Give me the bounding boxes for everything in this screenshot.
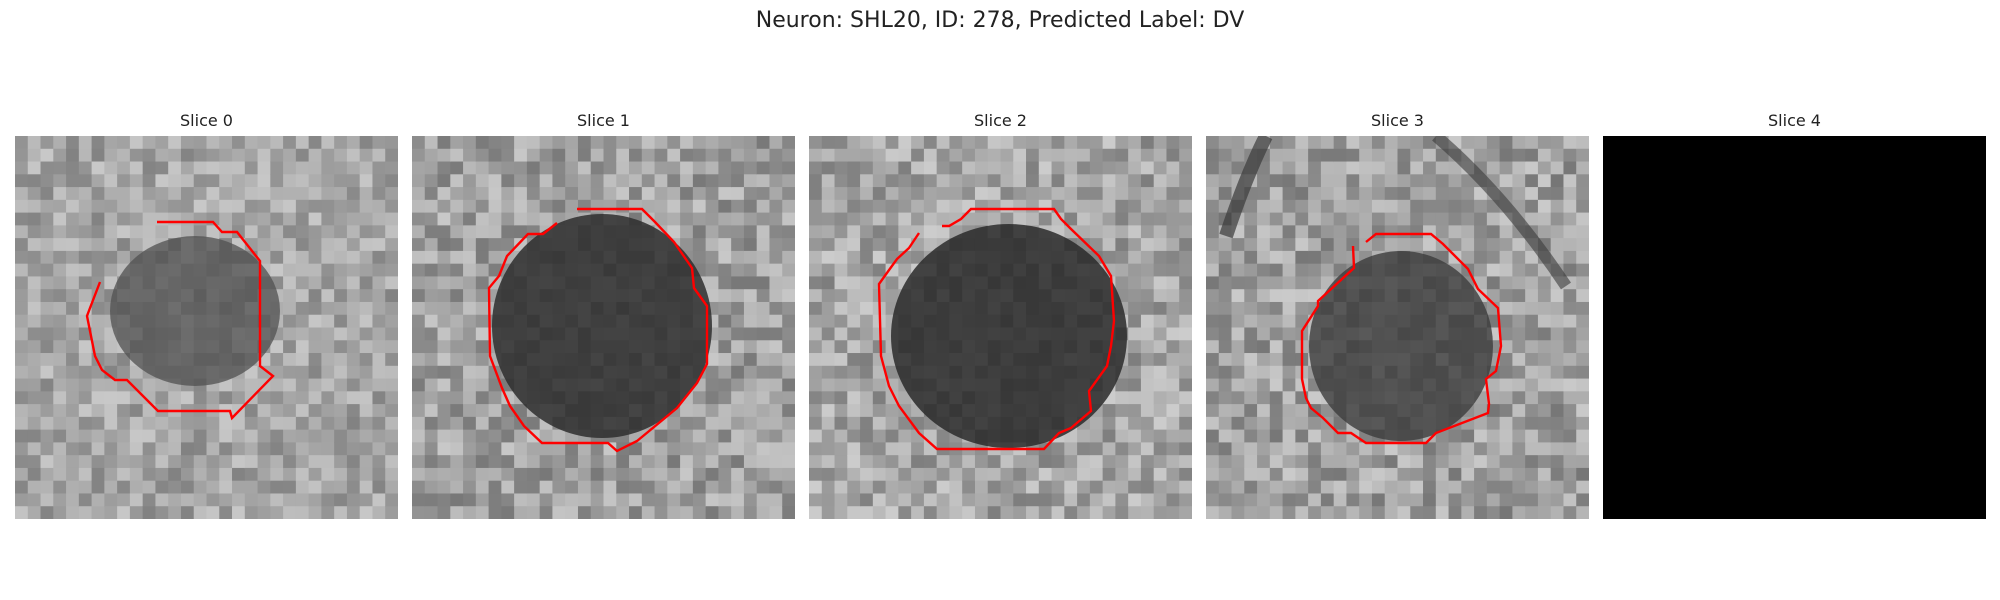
slice-image-3 (1206, 136, 1589, 519)
cell-body-2 (891, 224, 1127, 448)
slice-texture-0 (15, 136, 398, 519)
cell-contour-1 (487, 207, 709, 453)
cell-body-3 (1309, 251, 1493, 441)
cell-body-1 (492, 214, 712, 438)
slice-panel-2: Slice 2 (809, 110, 1192, 519)
figure-title: Neuron: SHL20, ID: 278, Predicted Label:… (755, 8, 1245, 33)
slice-texture-3 (1206, 136, 1589, 519)
slice-title-3: Slice 3 (1371, 111, 1424, 130)
vessel-shadow-b (1432, 136, 1571, 290)
slice-image-4 (1603, 136, 1986, 519)
slice-panel-3: Slice 3 (1206, 110, 1589, 519)
cell-contour-2 (877, 207, 1116, 451)
cell-contour-3 (1300, 232, 1503, 445)
cell-body-0 (110, 236, 280, 386)
slice-title-1: Slice 1 (577, 111, 630, 130)
slice-black-fill-4 (1603, 136, 1986, 519)
slice-image-1 (412, 136, 795, 519)
slice-title-4: Slice 4 (1768, 111, 1821, 130)
slice-title-0: Slice 0 (180, 111, 233, 130)
slice-title-2: Slice 2 (974, 111, 1027, 130)
slice-panel-0: Slice 0 (15, 110, 398, 519)
slice-panel-4: Slice 4 (1603, 110, 1986, 519)
slice-panel-1: Slice 1 (412, 110, 795, 519)
vessel-shadow-a (1219, 136, 1273, 239)
slice-image-0 (15, 136, 398, 519)
cell-contour-0 (85, 220, 275, 421)
slice-image-2 (809, 136, 1192, 519)
